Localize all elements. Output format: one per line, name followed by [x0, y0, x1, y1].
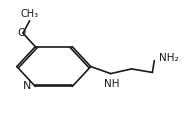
- Text: N: N: [23, 81, 32, 91]
- Text: NH₂: NH₂: [159, 53, 179, 63]
- Text: NH: NH: [104, 79, 119, 89]
- Text: O: O: [17, 28, 25, 38]
- Text: CH₃: CH₃: [21, 9, 39, 19]
